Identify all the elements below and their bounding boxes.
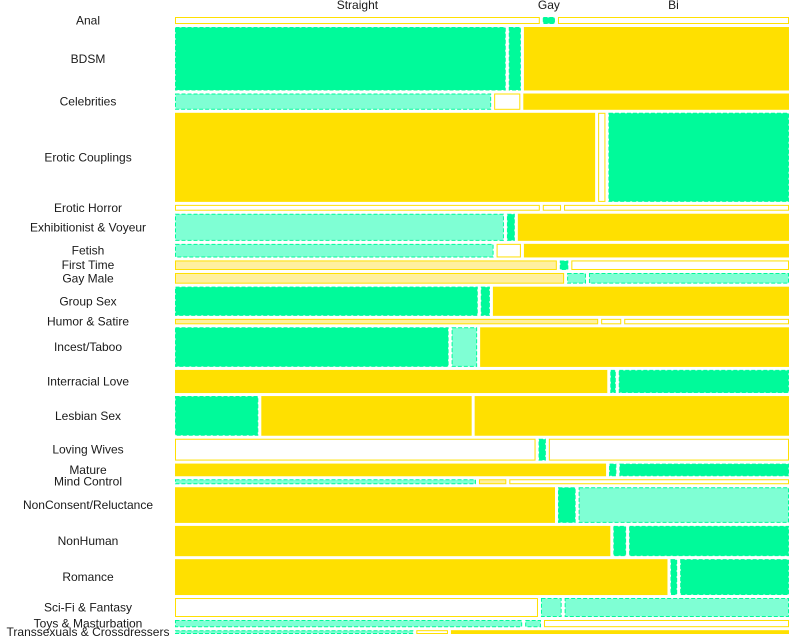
tile-21-1 — [525, 619, 541, 628]
tile-12-2 — [618, 369, 789, 394]
tile-16-1 — [478, 479, 507, 485]
column-label: Gay — [538, 0, 560, 12]
tile-21-2 — [543, 619, 789, 628]
row-label: Incest/Taboo — [54, 340, 122, 354]
row-label: Romance — [62, 570, 114, 584]
tile-15-2 — [619, 463, 789, 477]
tile-9-0 — [175, 286, 478, 316]
row-label: Erotic Horror — [54, 201, 122, 215]
tile-17-1 — [558, 487, 576, 523]
row-label: Mind Control — [54, 475, 122, 489]
tile-4-2 — [564, 204, 789, 211]
tile-13-0 — [175, 396, 259, 436]
row-label: Gay Male — [62, 271, 114, 285]
tile-17-2 — [578, 487, 789, 523]
tile-21-0 — [175, 619, 523, 628]
tile-1-1 — [508, 27, 521, 91]
tile-19-0 — [175, 559, 668, 596]
row-label: Exhibitionist & Voyeur — [30, 220, 146, 234]
row-label: Mature — [69, 463, 107, 477]
column-label: Straight — [337, 0, 379, 12]
tile-16-0 — [175, 479, 476, 485]
row-label: Celebrities — [60, 95, 117, 109]
tile-13-2 — [474, 396, 789, 436]
tile-6-0 — [175, 243, 494, 258]
row-label: Loving Wives — [52, 443, 123, 457]
tile-19-2 — [680, 559, 789, 596]
row-label: First Time — [62, 258, 115, 272]
tile-20-0 — [175, 598, 538, 617]
row-labels: Anal BDSM Celebrities Erotic Couplings Eroti… — [7, 14, 170, 636]
row-label: NonConsent/Reluctance — [23, 498, 153, 512]
tile-15-0 — [175, 463, 607, 477]
tile-11-1 — [451, 327, 478, 367]
tile-8-2 — [588, 272, 789, 284]
mosaic-tiles — [175, 17, 789, 635]
tile-1-2 — [523, 27, 789, 91]
tile-0-0 — [175, 17, 540, 25]
row-label: Group Sex — [59, 294, 116, 308]
row-label: Transsexuals & Crossdressers — [7, 625, 170, 636]
row-label: BDSM — [71, 52, 106, 66]
tile-19-1 — [670, 559, 678, 596]
tile-11-2 — [480, 327, 789, 367]
tile-3-0 — [175, 112, 596, 202]
row-label: Erotic Couplings — [44, 150, 131, 164]
tile-22-2 — [450, 630, 789, 635]
tile-2-2 — [523, 93, 789, 110]
row-label: NonHuman — [58, 534, 119, 548]
tile-15-1 — [609, 463, 617, 477]
tile-9-1 — [480, 286, 490, 316]
tile-3-2 — [608, 112, 789, 202]
tile-10-2 — [624, 318, 789, 325]
row-label: Interracial Love — [47, 375, 129, 389]
tile-22-1 — [416, 630, 448, 635]
column-label: Bi — [668, 0, 679, 12]
tile-22-0 — [175, 630, 414, 635]
tile-6-1 — [496, 243, 521, 258]
tile-4-1 — [542, 204, 562, 211]
row-label: Toys & Masturbation — [34, 617, 143, 631]
tile-17-0 — [175, 487, 555, 523]
tile-10-0 — [175, 318, 599, 325]
row-label: Sci-Fi & Fantasy — [44, 601, 132, 615]
tile-9-2 — [492, 286, 789, 316]
tile-5-1 — [506, 213, 515, 241]
tile-1-0 — [175, 27, 506, 91]
tile-14-0 — [175, 438, 536, 461]
row-label: Humor & Satire — [47, 315, 129, 329]
tile-14-2 — [548, 438, 789, 461]
tile-13-1 — [261, 396, 472, 436]
column-labels: Straight Gay Bi — [337, 0, 679, 12]
row-label: Anal — [76, 14, 100, 28]
tile-8-0 — [175, 272, 565, 284]
tile-4-0 — [175, 204, 540, 211]
tile-2-0 — [175, 93, 492, 110]
tile-18-1 — [613, 525, 627, 557]
tile-12-0 — [175, 369, 608, 394]
tile-18-2 — [629, 525, 789, 557]
tile-5-2 — [517, 213, 789, 241]
tile-5-0 — [175, 213, 504, 241]
tile-0-2 — [557, 17, 789, 25]
row-label: Fetish — [72, 244, 105, 258]
tile-20-1 — [540, 598, 562, 617]
tile-20-2 — [564, 598, 789, 617]
tile-3-1 — [598, 112, 606, 202]
tile-0-1 — [542, 17, 555, 25]
tile-14-1 — [538, 438, 546, 461]
tile-10-1 — [601, 318, 622, 325]
tile-12-1 — [610, 369, 616, 394]
tile-6-2 — [523, 243, 789, 258]
tile-8-1 — [567, 272, 586, 284]
tile-7-1 — [559, 260, 569, 270]
tile-7-2 — [571, 260, 789, 270]
tile-2-1 — [494, 93, 521, 110]
tile-7-0 — [175, 260, 557, 270]
row-label: Lesbian Sex — [55, 409, 121, 423]
tile-16-2 — [509, 479, 789, 485]
tile-18-0 — [175, 525, 611, 557]
tile-11-0 — [175, 327, 449, 367]
